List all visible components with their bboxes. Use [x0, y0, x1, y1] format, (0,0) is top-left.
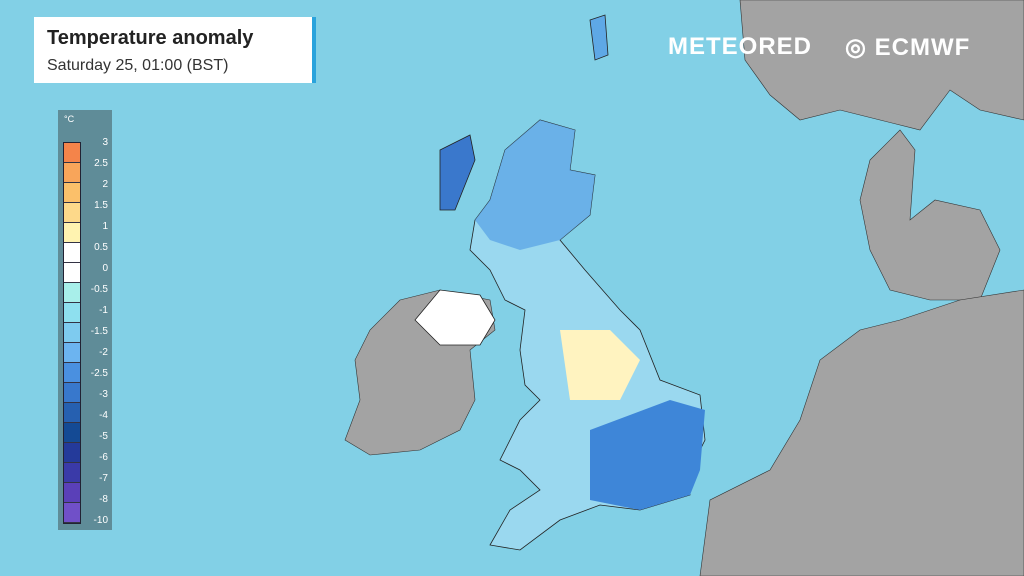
legend-bin: [64, 383, 80, 403]
legend-bin: [64, 243, 80, 263]
shetland-land: [589, 14, 609, 61]
legend-label: 0: [102, 263, 108, 274]
legend-bin: [64, 363, 80, 383]
legend-label: -6: [99, 452, 108, 463]
title-box: Temperature anomaly Saturday 25, 01:00 (…: [34, 17, 316, 83]
map-title: Temperature anomaly: [47, 27, 254, 49]
ecmwf-symbol-icon: ◎: [845, 34, 875, 61]
legend-bin: [64, 323, 80, 343]
legend-bin: [64, 303, 80, 323]
ecmwf-logo: ◎ ECMWF: [845, 34, 971, 61]
legend-label: -4: [99, 410, 108, 421]
meteored-logo: METEORED: [668, 33, 813, 60]
legend-bin: [64, 143, 80, 163]
legend-label: -7: [99, 473, 108, 484]
legend-label: 1.5: [94, 200, 108, 211]
legend-bin: [64, 183, 80, 203]
legend-bin: [64, 283, 80, 303]
europe-land: [699, 289, 1024, 576]
hebrides-anomaly: [439, 134, 476, 211]
legend-bin: [64, 503, 80, 523]
legend-bin: [64, 223, 80, 243]
legend-bin: [64, 483, 80, 503]
legend-bin: [64, 403, 80, 423]
legend-label: -1: [99, 305, 108, 316]
map-subtitle: Saturday 25, 01:00 (BST): [47, 57, 229, 74]
legend-unit: °C: [64, 114, 75, 124]
legend-label: 2: [102, 179, 108, 190]
scotland-anomaly: [475, 120, 595, 250]
legend-label: -8: [99, 494, 108, 505]
legend-label: -10: [93, 515, 108, 526]
legend-label: -1.5: [90, 326, 108, 337]
legend-label: -5: [99, 431, 108, 442]
legend-bin: [64, 463, 80, 483]
legend-bin: [64, 343, 80, 363]
legend-label: -2.5: [90, 368, 108, 379]
legend-bin: [64, 163, 80, 183]
color-legend: °C 3 2.5 2 1.5 1 0.5 0 -0.5 -1 -1.5 -2 -2.5 -3 -4 -5 -6…: [58, 110, 112, 530]
legend-label: -0.5: [90, 284, 108, 295]
legend-label: 2.5: [94, 158, 108, 169]
northern-ireland-anomaly: [414, 289, 496, 346]
legend-bin: [64, 263, 80, 283]
legend-label: 1: [102, 221, 108, 232]
southeast-anomaly: [590, 400, 705, 510]
legend-bin: [64, 203, 80, 223]
denmark-land: [859, 129, 1001, 301]
legend-label: -2: [99, 347, 108, 358]
legend-bin: [64, 423, 80, 443]
scandinavia-land: [739, 0, 1024, 131]
legend-label: 3: [102, 137, 108, 148]
legend-bin: [64, 443, 80, 463]
legend-label: -3: [99, 389, 108, 400]
legend-color-bar: [63, 142, 81, 524]
midlands-anomaly: [560, 330, 640, 400]
legend-label: 0.5: [94, 242, 108, 253]
